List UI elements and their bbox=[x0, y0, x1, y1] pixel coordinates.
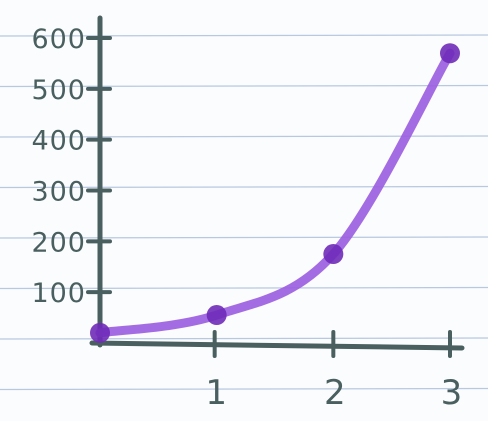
data-point bbox=[90, 322, 110, 343]
paper-rules bbox=[0, 34, 488, 391]
y-axis-ticks: 100 200 300 400 500 600 bbox=[31, 24, 112, 309]
paper-rule-line bbox=[0, 286, 488, 290]
paper-rule-line bbox=[0, 236, 488, 239]
x-tick-label: 1 bbox=[205, 373, 228, 413]
x-axis-ticks: 1 2 3 bbox=[205, 330, 464, 413]
paper-rule-line bbox=[0, 185, 488, 189]
data-point bbox=[323, 244, 344, 265]
y-tick-label: 300 bbox=[31, 177, 86, 208]
y-tick-label: 600 bbox=[31, 24, 86, 55]
x-tick-label: 3 bbox=[441, 373, 464, 413]
paper-rule-line bbox=[0, 337, 488, 340]
y-tick-label: 400 bbox=[31, 126, 86, 157]
chart-markers bbox=[90, 43, 460, 343]
y-tick-label: 500 bbox=[31, 75, 86, 106]
data-point bbox=[206, 305, 227, 326]
y-tick-label: 200 bbox=[31, 227, 86, 258]
x-axis-line bbox=[89, 340, 465, 351]
series-line bbox=[95, 48, 455, 338]
x-tick-label: 2 bbox=[324, 373, 347, 413]
data-point bbox=[440, 43, 460, 64]
paper-rule-line bbox=[0, 84, 488, 88]
paper-rule-line bbox=[0, 387, 488, 391]
chart-series bbox=[95, 48, 455, 338]
y-tick-label: 100 bbox=[31, 278, 86, 309]
paper-rule-line bbox=[0, 34, 488, 37]
